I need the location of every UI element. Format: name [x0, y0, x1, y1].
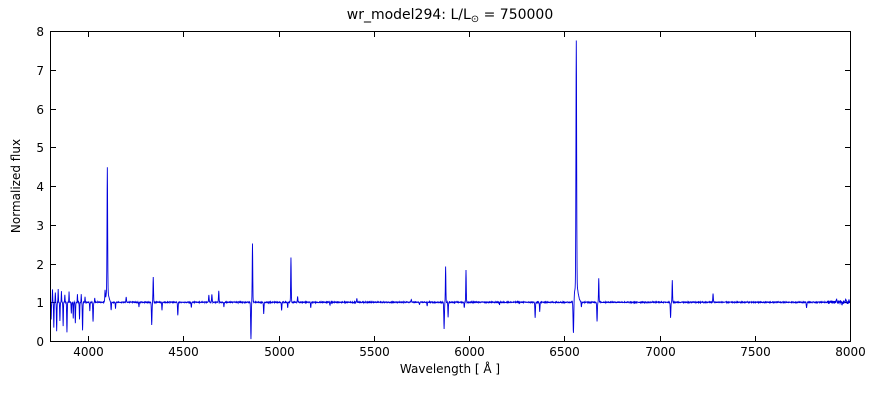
y-tick-label: 3: [36, 218, 44, 233]
x-tick-label: 6500: [549, 345, 580, 359]
x-tick-label: 4500: [168, 345, 199, 359]
y-tick-label: 5: [36, 140, 44, 155]
y-tick-label: 2: [36, 257, 44, 272]
x-tick-label: 6000: [454, 345, 485, 359]
y-tick-label: 7: [36, 63, 44, 78]
x-tick-label: 4000: [73, 345, 104, 359]
axis-ticks: [51, 31, 851, 342]
chart-title: wr_model294: L/L⊙ = 750000: [50, 7, 850, 25]
chart-title-suffix: = 750000: [479, 7, 554, 23]
y-tick-label: 1: [36, 295, 44, 310]
x-tick-label: 5000: [264, 345, 295, 359]
y-tick-label: 6: [36, 102, 44, 117]
solar-symbol: ⊙: [470, 14, 480, 25]
y-tick-label: 0: [36, 334, 44, 349]
chart-title-text: wr_model294: L/L: [346, 7, 471, 23]
y-tick-label: 8: [36, 24, 44, 39]
x-tick-label: 8000: [835, 345, 866, 359]
spectrum-line: [50, 40, 850, 340]
y-tick-label: 4: [36, 179, 44, 194]
x-axis-label: Wavelength [ Å ]: [399, 362, 501, 376]
plot-frame: [50, 31, 851, 342]
x-tick-label: 7500: [740, 345, 771, 359]
x-tick-label: 7000: [645, 345, 676, 359]
x-tick-label: 5500: [359, 345, 390, 359]
